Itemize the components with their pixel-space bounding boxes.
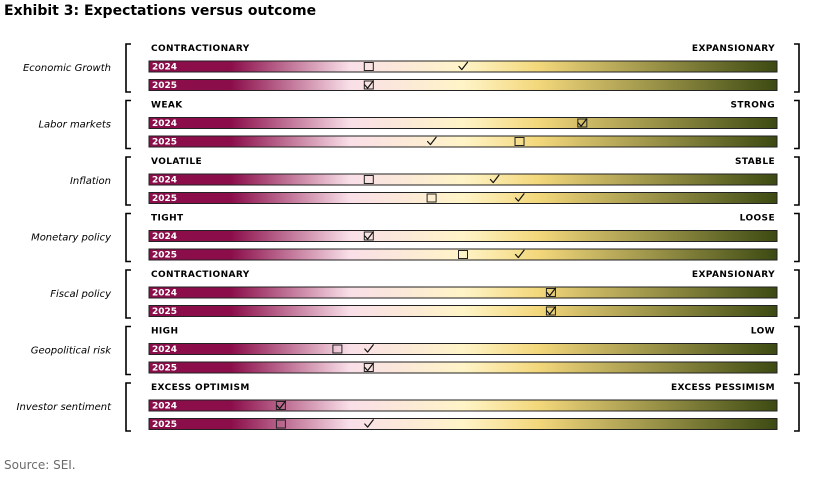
category-block: Fiscal policy CONTRACTIONARY EXPANSIONARY 2…: [50, 269, 800, 319]
scale-chart: Economic Growth CONTRACTIONARY EXPANSIONAR…: [17, 43, 800, 432]
scale-bar: [148, 305, 778, 317]
year-label: 2025: [152, 194, 177, 204]
check-marker-icon: [546, 287, 557, 297]
right-bracket: [794, 212, 800, 263]
check-marker-icon: [364, 419, 374, 428]
box-marker-icon: [363, 62, 374, 71]
right-bracket: [794, 156, 800, 206]
check-marker-icon: [489, 174, 500, 184]
year-label: 2024: [152, 176, 177, 186]
year-label: 2025: [152, 251, 177, 261]
left-end-label: CONTRACTIONARY: [151, 44, 250, 54]
box-marker-icon: [514, 137, 525, 146]
left-bracket: [125, 212, 131, 263]
box-marker-icon: [458, 250, 468, 259]
category-block: Inflation VOLATILE STABLE 2024 2025: [70, 156, 800, 206]
check-marker-icon: [276, 400, 286, 410]
category-label: Geopolitical risk: [31, 346, 112, 357]
category-label: Fiscal policy: [50, 289, 112, 300]
left-bracket: [125, 156, 131, 206]
year-label: 2024: [152, 289, 177, 299]
box-marker-icon: [426, 193, 437, 203]
right-end-label: LOOSE: [740, 214, 775, 224]
left-end-label: TIGHT: [151, 214, 184, 224]
left-bracket: [125, 269, 131, 319]
right-end-label: EXPANSIONARY: [692, 44, 775, 54]
scale-bar: [148, 173, 778, 186]
category-block: Geopolitical risk HIGH LOW 2024 2025: [31, 325, 800, 376]
right-bracket: [794, 43, 800, 93]
category-label: Inflation: [70, 176, 111, 187]
check-marker-icon: [577, 118, 588, 127]
year-label: 2024: [152, 402, 177, 412]
right-bracket: [794, 382, 800, 432]
check-marker-icon: [364, 362, 374, 372]
category-label: Investor sentiment: [17, 402, 113, 413]
right-end-label: LOW: [751, 327, 775, 337]
year-label: 2024: [152, 119, 177, 129]
right-bracket: [794, 269, 800, 319]
left-end-label: HIGH: [151, 327, 178, 337]
scale-bar: [148, 418, 778, 430]
category-block: Investor sentiment EXCESS OPTIMISM EXCESS …: [17, 382, 800, 432]
category-label: Labor markets: [38, 120, 111, 131]
right-end-label: STABLE: [735, 157, 775, 167]
box-marker-icon: [363, 175, 374, 184]
check-marker-icon: [364, 231, 374, 240]
left-bracket: [125, 325, 131, 376]
category-block: Monetary policy TIGHT LOOSE 2024 2025: [31, 212, 800, 263]
scale-bar: [148, 192, 778, 204]
check-marker-icon: [458, 61, 469, 71]
right-bracket: [794, 99, 800, 150]
check-marker-icon: [514, 193, 525, 202]
scale-bar: [148, 248, 778, 261]
left-end-label: WEAK: [151, 101, 183, 111]
year-label: 2024: [152, 63, 177, 73]
source-note: Source: SEI.: [4, 458, 76, 472]
category-label: Monetary policy: [31, 233, 112, 244]
scale-bar: [148, 361, 778, 374]
check-marker-icon: [427, 136, 437, 146]
scale-bar: [148, 343, 778, 355]
year-label: 2024: [152, 232, 177, 242]
scale-bar: [148, 79, 778, 91]
year-label: 2025: [152, 81, 177, 91]
right-end-label: EXCESS PESSIMISM: [671, 383, 775, 393]
right-end-label: EXPANSIONARY: [692, 270, 775, 280]
left-bracket: [125, 99, 131, 150]
year-label: 2024: [152, 345, 177, 355]
left-bracket: [125, 43, 131, 93]
scale-bar: [148, 399, 778, 412]
year-label: 2025: [152, 307, 177, 317]
box-marker-icon: [275, 419, 286, 429]
chart-title: Exhibit 3: Expectations versus outcome: [4, 3, 317, 19]
scale-bar: [148, 60, 778, 73]
year-label: 2025: [152, 364, 177, 374]
left-end-label: CONTRACTIONARY: [151, 270, 250, 280]
check-marker-icon: [364, 344, 374, 353]
category-block: Economic Growth CONTRACTIONARY EXPANSIONAR…: [23, 43, 800, 93]
scale-bar: [148, 230, 778, 242]
scale-bar: [148, 135, 778, 148]
category-block: Labor markets WEAK STRONG 2024 2025: [38, 99, 800, 150]
left-end-label: VOLATILE: [151, 157, 202, 167]
year-label: 2025: [152, 138, 177, 148]
box-marker-icon: [332, 344, 343, 354]
scale-bar: [148, 117, 778, 129]
left-end-label: EXCESS OPTIMISM: [151, 383, 250, 393]
category-label: Economic Growth: [23, 63, 111, 74]
year-label: 2025: [152, 420, 177, 430]
right-end-label: STRONG: [730, 101, 775, 111]
scale-bar: [148, 286, 778, 299]
check-marker-icon: [546, 306, 557, 315]
right-bracket: [794, 325, 800, 376]
check-marker-icon: [514, 249, 525, 259]
left-bracket: [125, 382, 131, 432]
check-marker-icon: [364, 80, 374, 89]
